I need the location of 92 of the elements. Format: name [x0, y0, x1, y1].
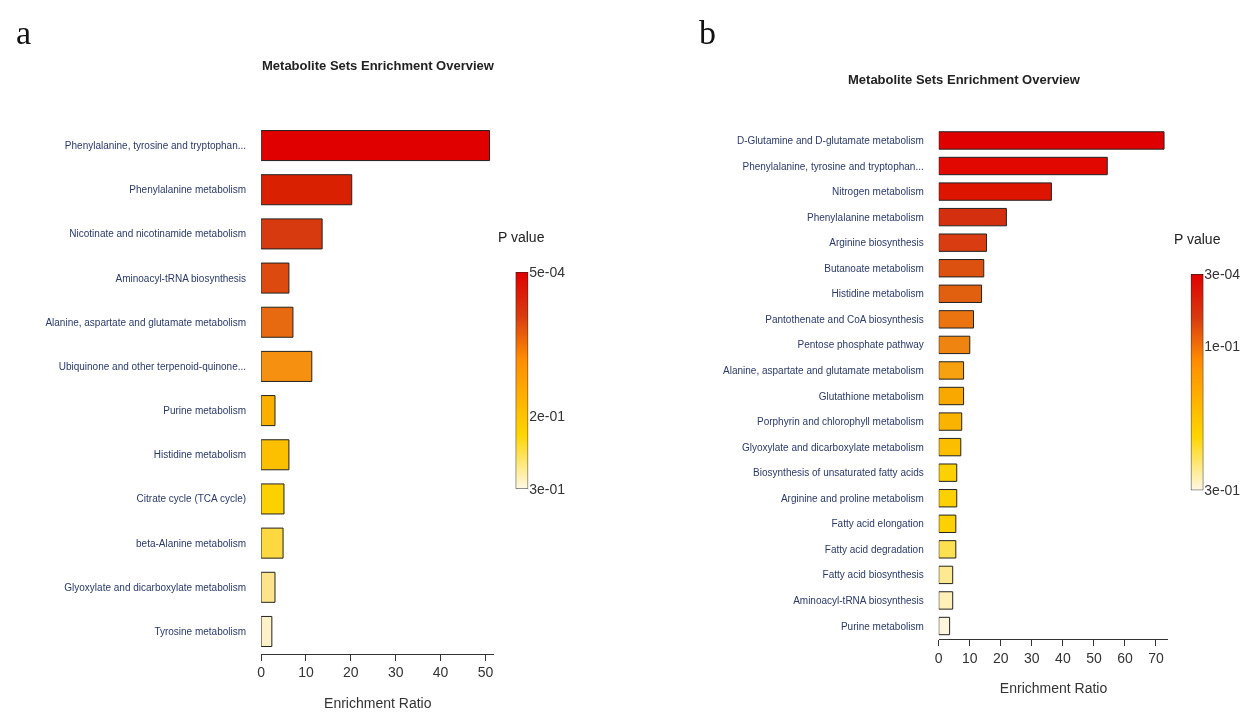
x-axis-title: Enrichment Ratio: [324, 694, 432, 711]
bar: [938, 156, 1108, 176]
x-tick-label: 10: [298, 664, 314, 681]
y-tick-label: Citrate cycle (TCA cycle): [136, 493, 247, 505]
y-tick-label: Histidine metabolism: [153, 449, 247, 461]
x-tick-label: 50: [477, 664, 494, 681]
y-tick-label: Fatty acid elongation: [831, 518, 924, 530]
chart-title: Metabolite Sets Enrichment Overview: [848, 72, 1081, 87]
x-tick-label: 0: [934, 649, 943, 666]
y-tick-label: Ubiquinone and other terpenoid-quinone...: [58, 360, 247, 372]
bar: [261, 527, 284, 559]
y-tick-label: Alanine, aspartate and glutamate metabolism: [45, 316, 247, 328]
x-tick-label: 50: [1086, 649, 1102, 666]
x-tick-label: 0: [257, 664, 266, 681]
bar: [938, 284, 983, 303]
y-tick-label: Alanine, aspartate and glutamate metabolism: [723, 364, 924, 376]
y-tick-label: Fatty acid biosynthesis: [822, 569, 924, 581]
bar: [938, 233, 988, 252]
y-tick-label: Tyrosine metabolism: [154, 625, 247, 637]
y-tick-label: Pentose phosphate pathway: [797, 339, 924, 351]
color-bar-title: P value: [498, 229, 545, 245]
chart-title: Metabolite Sets Enrichment Overview: [262, 58, 495, 73]
bar: [938, 616, 951, 636]
x-tick-label: 40: [432, 664, 449, 681]
y-tick-label: Purine metabolism: [163, 405, 247, 417]
bar: [938, 565, 954, 585]
bar: [938, 335, 971, 355]
y-tick-label: Glyoxylate and dicarboxylate metabolism: [741, 441, 924, 453]
y-tick-label: Biosynthesis of unsaturated fatty acids: [753, 467, 924, 479]
x-tick-label: 70: [1148, 649, 1164, 666]
bar: [938, 437, 962, 457]
bar: [938, 361, 965, 380]
color-bar-label: 1e-01: [1204, 337, 1241, 354]
color-bar-label: 3e-04: [1204, 266, 1241, 283]
y-tick-label: Pantothenate and CoA biosynthesis: [765, 313, 924, 325]
y-tick-label: Phenylalanine, tyrosine and tryptophan...: [742, 160, 924, 172]
y-tick-label: Fatty acid degradation: [824, 543, 924, 555]
color-bar-title: P value: [1174, 231, 1221, 247]
bar: [938, 540, 957, 559]
bar: [938, 489, 958, 508]
bar: [261, 350, 313, 382]
bar: [938, 207, 1007, 227]
y-tick-label: Aminoacyl-tRNA biosynthesis: [115, 272, 247, 284]
bar: [938, 591, 954, 610]
bar: [938, 412, 963, 431]
color-bar-label: 2e-01: [529, 408, 566, 425]
x-tick-label: 40: [1055, 649, 1071, 666]
y-tick-label: D-Glutamine and D-glutamate metabolism: [737, 134, 924, 146]
x-tick-label: 30: [387, 664, 404, 681]
x-axis-title: Enrichment Ratio: [999, 679, 1108, 696]
y-tick-label: Porphyrin and chlorophyll metabolism: [757, 416, 924, 428]
y-tick-label: Aminoacyl-tRNA biosynthesis: [793, 594, 924, 606]
bar: [938, 514, 957, 533]
color-bar-label: 3e-01: [529, 480, 566, 497]
y-tick-label: Phenylalanine metabolism: [807, 211, 924, 223]
color-bar-label: 5e-04: [529, 263, 566, 280]
bar: [938, 463, 958, 482]
bar: [261, 218, 323, 250]
x-tick-label: 10: [961, 649, 978, 666]
bar: [261, 483, 285, 515]
bar: [261, 262, 290, 294]
bar: [938, 259, 985, 278]
bar: [938, 182, 1052, 201]
bar: [261, 174, 353, 206]
bar: [938, 131, 1165, 150]
x-tick-label: 20: [343, 664, 359, 681]
y-tick-label: Arginine biosynthesis: [829, 237, 924, 249]
y-tick-label: beta-Alanine metabolism: [136, 537, 247, 549]
bar: [261, 130, 491, 162]
y-tick-label: Nitrogen metabolism: [832, 186, 924, 198]
y-tick-label: Histidine metabolism: [831, 288, 924, 300]
bar: [938, 310, 975, 329]
y-tick-label: Purine metabolism: [840, 620, 924, 632]
y-tick-label: Glutathione metabolism: [818, 390, 924, 402]
x-tick-label: 20: [993, 649, 1009, 666]
y-tick-label: Arginine and proline metabolism: [780, 492, 924, 504]
y-tick-label: Nicotinate and nicotinamide metabolism: [69, 228, 247, 240]
bar: [938, 386, 965, 406]
bar: [261, 571, 276, 603]
y-tick-label: Butanoate metabolism: [824, 262, 924, 274]
bar: [261, 306, 294, 338]
bar: [261, 395, 276, 427]
color-bar-label: 3e-01: [1204, 482, 1241, 499]
x-tick-label: 30: [1024, 649, 1040, 666]
bar: [261, 615, 273, 647]
y-tick-label: Phenylalanine, tyrosine and tryptophan...: [64, 140, 247, 152]
text: a: [16, 14, 32, 51]
y-tick-label: Phenylalanine metabolism: [129, 184, 247, 196]
y-tick-label: Glyoxylate and dicarboxylate metabolism: [64, 581, 247, 593]
bar: [261, 439, 290, 471]
x-tick-label: 60: [1117, 649, 1133, 666]
text: b: [699, 14, 716, 51]
